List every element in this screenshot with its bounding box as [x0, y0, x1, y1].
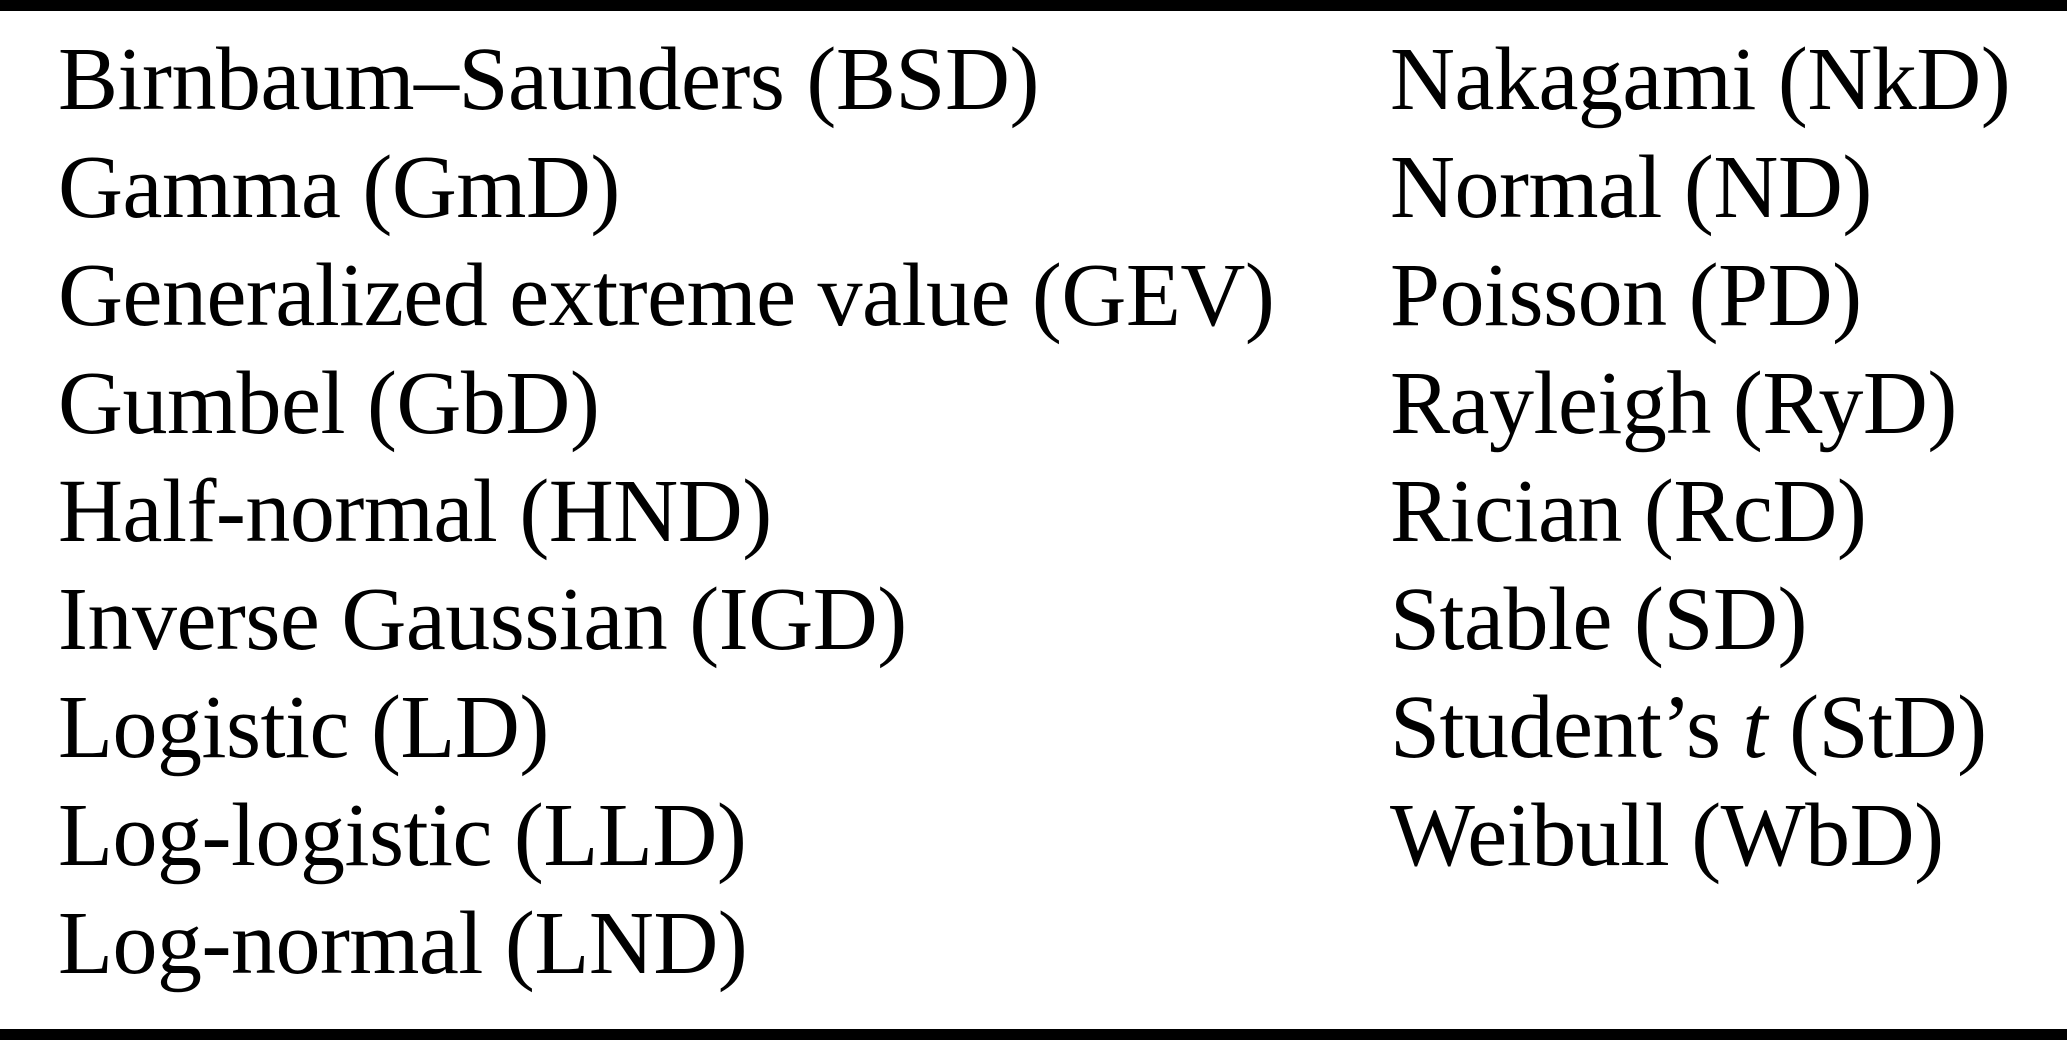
distribution-label-segment: Birnbaum–Saunders (BSD): [58, 30, 1039, 129]
distribution-item: Normal (ND): [1390, 134, 2010, 242]
distribution-label-segment: Log-logistic (LLD): [58, 786, 747, 885]
distribution-label-segment: Inverse Gaussian (IGD): [58, 570, 907, 669]
distribution-label-segment: Poisson (PD): [1390, 246, 1862, 345]
distribution-item: Weibull (WbD): [1390, 782, 2010, 890]
distribution-label-segment: Stable (SD): [1390, 570, 1807, 669]
distribution-item: Nakagami (NkD): [1390, 26, 2011, 134]
distribution-item: Logistic (LD): [58, 674, 1274, 782]
distribution-label-segment: Normal (ND): [1390, 138, 1872, 237]
distribution-label-segment: Rayleigh (RyD): [1390, 354, 1957, 453]
distribution-item: Generalized extreme value (GEV): [58, 242, 1275, 350]
distribution-label-segment: Half-normal (HND): [58, 462, 772, 561]
distribution-item: Inverse Gaussian (IGD): [58, 566, 1274, 674]
distribution-item: Poisson (PD): [1390, 242, 2010, 350]
distribution-column-left: Birnbaum–Saunders (BSD) Gamma (GmD) Genera…: [58, 26, 1275, 998]
table-top-rule: [0, 0, 2067, 11]
distribution-item: Half-normal (HND): [58, 458, 1274, 566]
distribution-item: Rician (RcD): [1390, 458, 2010, 566]
distribution-label-segment: (StD): [1767, 678, 1987, 777]
distribution-item: Log-logistic (LLD): [58, 782, 1274, 890]
distribution-label-segment: Rician (RcD): [1390, 462, 1867, 561]
distribution-item: Student’s t (StD): [1390, 674, 2010, 782]
distribution-column-right: Nakagami (NkD) Normal (ND) Poisson (PD) Ray…: [1390, 26, 2011, 890]
distribution-item: Stable (SD): [1390, 566, 2010, 674]
distribution-item: Gumbel (GbD): [58, 350, 1274, 458]
distribution-label-segment: Student’s: [1390, 678, 1743, 777]
distribution-item: Rayleigh (RyD): [1390, 350, 2010, 458]
distribution-label-italic-segment: t: [1742, 678, 1768, 777]
distribution-item: Gamma (GmD): [58, 134, 1274, 242]
distribution-label-segment: Log-normal (LND): [58, 894, 748, 993]
distribution-item: Birnbaum–Saunders (BSD): [58, 26, 1274, 134]
distribution-label-segment: Gamma (GmD): [58, 138, 620, 237]
distribution-label-segment: Gumbel (GbD): [58, 354, 600, 453]
distribution-label-segment: Nakagami (NkD): [1390, 30, 2011, 129]
distribution-label-segment: Logistic (LD): [58, 678, 549, 777]
table-bottom-rule: [0, 1029, 2067, 1040]
distribution-item: Log-normal (LND): [58, 890, 1274, 998]
distribution-label-segment: Generalized extreme value (GEV): [58, 246, 1275, 345]
distribution-label-segment: Weibull (WbD): [1390, 786, 1944, 885]
